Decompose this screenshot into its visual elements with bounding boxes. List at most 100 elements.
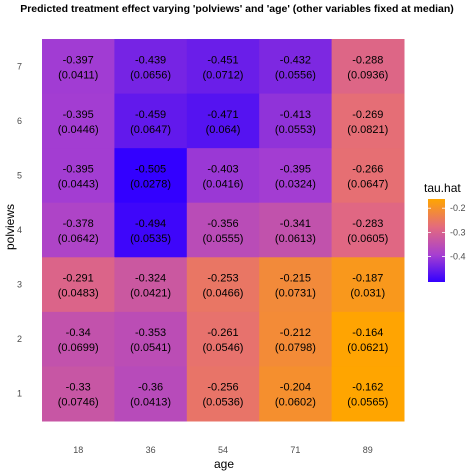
cell-value-label: -0.164	[352, 327, 383, 339]
cell-se-label: (0.0421)	[130, 288, 171, 300]
heatmap-cell-fill	[186, 148, 260, 204]
cell-se-label: (0.0642)	[58, 233, 99, 245]
cell-se-label: (0.0613)	[275, 233, 316, 245]
y-tick-label: 3	[17, 280, 22, 290]
cell-value-label: -0.505	[135, 163, 166, 175]
x-tick-label: 18	[73, 445, 83, 455]
heatmap-cell: -0.395 (0.0446)	[42, 93, 115, 149]
heatmap-cell: -0.395 (0.0443)	[42, 148, 115, 204]
legend-colorbar	[428, 199, 445, 282]
y-tick-label: 1	[17, 389, 22, 399]
cell-se-label: (0.0553)	[275, 124, 316, 136]
cell-value-label: -0.269	[352, 109, 383, 121]
cell-value-label: -0.413	[280, 109, 311, 121]
heatmap-cell: -0.505 (0.0278)	[114, 148, 188, 204]
heatmap-cell: -0.494 (0.0535)	[114, 202, 188, 258]
heatmap-cell: -0.162 (0.0565)	[331, 366, 405, 422]
cell-se-label: (0.0731)	[275, 288, 316, 300]
cell-value-label: -0.403	[207, 163, 238, 175]
heatmap-cell-fill	[186, 311, 260, 367]
heatmap-cell-fill	[186, 257, 260, 313]
cell-value-label: -0.378	[63, 218, 94, 230]
heatmap-cell: -0.256 (0.0536)	[186, 366, 260, 422]
cell-value-label: -0.356	[207, 218, 238, 230]
heatmap-cell: -0.253 (0.0466)	[186, 257, 260, 313]
y-tick-label: 6	[17, 116, 22, 126]
heatmap-cell-fill	[331, 257, 405, 313]
heatmap-cell: -0.459 (0.0647)	[114, 93, 188, 149]
heatmap-cell-fill	[42, 311, 115, 367]
legend-tick-label: -0.4	[450, 252, 466, 262]
cell-value-label: -0.266	[352, 163, 383, 175]
cell-se-label: (0.0565)	[347, 397, 388, 409]
heatmap-cell: -0.403 (0.0416)	[186, 148, 260, 204]
heatmap-cell: -0.432 (0.0556)	[259, 39, 333, 95]
heatmap-cell-fill	[259, 39, 333, 95]
cell-se-label: (0.0647)	[130, 124, 171, 136]
cell-value-label: -0.187	[352, 273, 383, 285]
cell-se-label: (0.0621)	[347, 342, 388, 354]
heatmap-cell: -0.164 (0.0621)	[331, 311, 405, 367]
heatmap-cell-fill	[42, 39, 115, 95]
heatmap-cell-fill	[259, 366, 333, 422]
cell-se-label: (0.0647)	[347, 178, 388, 190]
heatmap-cell-fill	[186, 93, 260, 149]
cell-se-label: (0.0324)	[275, 178, 316, 190]
heatmap-cell-fill	[331, 93, 405, 149]
cell-se-label: (0.0556)	[275, 69, 316, 81]
heatmap-cell: -0.269 (0.0821)	[331, 93, 405, 149]
cell-value-label: -0.288	[352, 54, 383, 66]
cell-value-label: -0.451	[207, 54, 238, 66]
heatmap-cell: -0.33 (0.0746)	[42, 366, 115, 422]
heatmap-cell-fill	[331, 202, 405, 258]
y-axis-ticks: 1 2 3 4 5 6 7	[17, 61, 22, 398]
cell-se-label: (0.0413)	[130, 397, 171, 409]
heatmap-cell: -0.471 (0.064)	[186, 93, 260, 149]
heatmap-cell: -0.451 (0.0712)	[186, 39, 260, 95]
cell-se-label: (0.0278)	[130, 178, 171, 190]
legend-ticks: -0.2 -0.3 -0.4	[428, 203, 466, 262]
y-tick-label: 4	[17, 225, 22, 235]
cell-se-label: (0.0656)	[130, 69, 171, 81]
heatmap-cell: -0.397 (0.0411)	[42, 39, 115, 95]
heatmap-cell-fill	[259, 257, 333, 313]
heatmap-cell: -0.34 (0.0699)	[42, 311, 115, 367]
x-tick-label: 71	[290, 445, 300, 455]
cell-value-label: -0.283	[352, 218, 383, 230]
heatmap-cell: -0.288 (0.0936)	[331, 39, 405, 95]
y-axis-title: polviews	[3, 204, 17, 250]
cell-value-label: -0.34	[66, 327, 91, 339]
heatmap-cell: -0.341 (0.0613)	[259, 202, 333, 258]
heatmap-cell: -0.204 (0.0602)	[259, 366, 333, 422]
cell-value-label: -0.439	[135, 54, 166, 66]
cell-value-label: -0.395	[63, 109, 94, 121]
heatmap-cell-fill	[186, 366, 260, 422]
cell-value-label: -0.395	[280, 163, 311, 175]
heatmap-cell: -0.261 (0.0546)	[186, 311, 260, 367]
legend-tick-label: -0.3	[450, 227, 466, 237]
cell-se-label: (0.0466)	[203, 288, 244, 300]
cell-se-label: (0.0605)	[347, 233, 388, 245]
cell-se-label: (0.0536)	[203, 397, 244, 409]
y-tick-label: 7	[17, 61, 22, 71]
cell-se-label: (0.0411)	[58, 69, 98, 81]
heatmap-cell-fill	[114, 202, 188, 258]
cell-value-label: -0.432	[280, 54, 311, 66]
cell-se-label: (0.0821)	[347, 124, 388, 136]
heatmap-cell-fill	[331, 148, 405, 204]
heatmap-cell-fill	[186, 202, 260, 258]
heatmap-cell-fill	[114, 257, 188, 313]
heatmap-cell-fill	[186, 39, 260, 95]
heatmap-cell-fill	[42, 148, 115, 204]
cell-value-label: -0.215	[280, 273, 311, 285]
cell-value-label: -0.256	[207, 382, 238, 394]
heatmap-cell: -0.378 (0.0642)	[42, 202, 115, 258]
cell-value-label: -0.261	[207, 327, 238, 339]
heatmap-cell-fill	[42, 257, 115, 313]
legend-tick-label: -0.2	[450, 203, 466, 213]
cell-se-label: (0.0541)	[130, 342, 171, 354]
cell-value-label: -0.353	[135, 327, 166, 339]
heatmap-cell-fill	[259, 202, 333, 258]
heatmap-cell-fill	[331, 39, 405, 95]
